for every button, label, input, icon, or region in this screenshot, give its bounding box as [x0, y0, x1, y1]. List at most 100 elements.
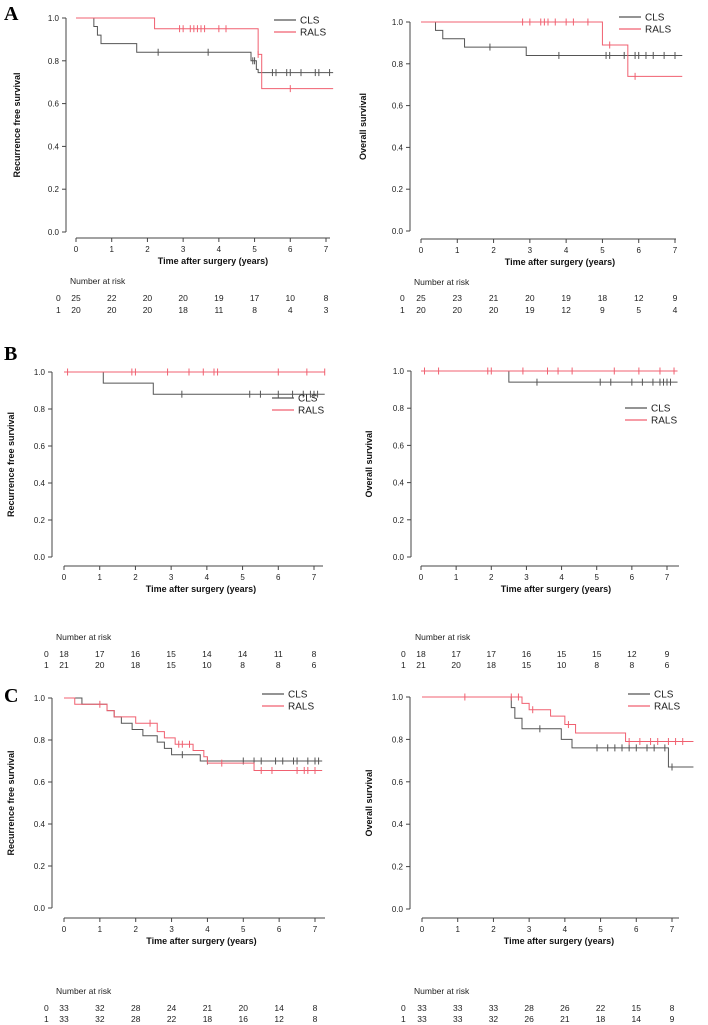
- risk-count: 17: [250, 293, 260, 303]
- x-tick-label: 5: [600, 246, 605, 255]
- risk-row-label: 1: [400, 305, 405, 315]
- risk-count: 18: [416, 649, 426, 659]
- risk-row-label: 1: [401, 1014, 406, 1024]
- legend-label-rals: RALS: [651, 416, 677, 427]
- risk-count: 6: [312, 660, 317, 670]
- risk-count: 16: [131, 649, 141, 659]
- curve-cls: [64, 697, 323, 762]
- curve-rals: [422, 696, 694, 743]
- risk-count: 14: [202, 649, 212, 659]
- x-tick-label: 4: [205, 925, 210, 934]
- x-tick-label: 7: [324, 245, 329, 254]
- panel-label-c: C: [4, 685, 18, 707]
- risk-count: 11: [274, 649, 283, 659]
- risk-count: 17: [487, 649, 497, 659]
- x-tick-label: 4: [205, 573, 210, 582]
- x-tick-label: 0: [74, 245, 79, 254]
- y-tick-label: 0.2: [392, 863, 404, 872]
- y-tick-label: 0.4: [48, 142, 60, 151]
- panel-label-a: A: [4, 3, 19, 25]
- y-tick-label: 0.0: [48, 228, 60, 237]
- risk-count: 22: [107, 293, 117, 303]
- x-tick-label: 2: [491, 246, 496, 255]
- x-tick-label: 7: [673, 246, 678, 255]
- risk-count: 33: [59, 1003, 69, 1013]
- y-tick-label: 0.2: [392, 185, 404, 194]
- risk-count: 18: [596, 1014, 606, 1024]
- x-tick-label: 5: [594, 573, 599, 582]
- risk-count: 8: [252, 305, 257, 315]
- x-tick-label: 0: [419, 573, 424, 582]
- legend-label-rals: RALS: [298, 406, 324, 417]
- risk-count: 16: [522, 649, 532, 659]
- risk-count: 32: [489, 1014, 499, 1024]
- risk-row-label: 0: [44, 649, 49, 659]
- risk-count: 9: [665, 649, 670, 659]
- risk-row-label: 0: [56, 293, 61, 303]
- risk-count: 12: [561, 305, 571, 315]
- risk-count: 28: [524, 1003, 534, 1013]
- number-at-risk-title: Number at risk: [56, 632, 112, 642]
- x-tick-label: 2: [145, 245, 150, 254]
- x-tick-label: 6: [636, 246, 641, 255]
- risk-count: 15: [592, 649, 602, 659]
- x-tick-label: 4: [564, 246, 569, 255]
- y-tick-label: 0.2: [34, 862, 46, 871]
- legend-label-rals: RALS: [654, 702, 680, 713]
- x-tick-label: 3: [181, 245, 186, 254]
- risk-count: 20: [416, 305, 426, 315]
- number-at-risk-title: Number at risk: [414, 277, 470, 287]
- legend-label-rals: RALS: [288, 702, 314, 713]
- risk-count: 18: [131, 660, 141, 670]
- x-tick-label: 5: [241, 925, 246, 934]
- risk-count: 4: [288, 305, 293, 315]
- risk-count: 11: [214, 305, 223, 315]
- risk-count: 25: [416, 293, 426, 303]
- risk-count: 18: [487, 660, 497, 670]
- number-at-risk-title: Number at risk: [70, 276, 126, 286]
- risk-count: 18: [59, 649, 69, 659]
- curve-cls: [421, 21, 683, 56]
- risk-count: 10: [557, 660, 567, 670]
- risk-count: 8: [313, 1003, 318, 1013]
- y-tick-label: 0.2: [393, 516, 405, 525]
- risk-count: 20: [451, 660, 461, 670]
- x-axis-label: Time after surgery (years): [504, 936, 614, 946]
- y-tick-label: 0.8: [48, 57, 60, 66]
- y-axis-label: Overall survival: [364, 430, 374, 497]
- risk-count: 19: [214, 293, 224, 303]
- y-tick-label: 1.0: [34, 368, 46, 377]
- risk-count: 21: [59, 660, 69, 670]
- x-tick-label: 6: [634, 925, 639, 934]
- x-tick-label: 6: [630, 573, 635, 582]
- y-tick-label: 1.0: [34, 694, 46, 703]
- y-tick-label: 0.4: [34, 820, 46, 829]
- y-tick-label: 0.8: [392, 60, 404, 69]
- risk-row-label: 0: [401, 1003, 406, 1013]
- x-tick-label: 2: [133, 573, 138, 582]
- x-tick-label: 3: [524, 573, 529, 582]
- x-tick-label: 3: [169, 573, 174, 582]
- risk-count: 21: [416, 660, 426, 670]
- y-tick-label: 0.8: [34, 405, 46, 414]
- x-axis-label: Time after surgery (years): [146, 936, 256, 946]
- number-at-risk-title: Number at risk: [414, 986, 470, 996]
- legend-label-cls: CLS: [300, 16, 320, 27]
- y-axis-label: Recurrence free survival: [6, 750, 16, 855]
- risk-count: 12: [274, 1014, 284, 1024]
- risk-count: 21: [203, 1003, 213, 1013]
- risk-count: 32: [95, 1003, 105, 1013]
- legend-label-cls: CLS: [651, 404, 671, 415]
- x-tick-label: 0: [62, 925, 67, 934]
- x-tick-label: 6: [276, 573, 281, 582]
- x-tick-label: 4: [559, 573, 564, 582]
- y-tick-label: 0.4: [34, 479, 46, 488]
- risk-count: 5: [636, 305, 641, 315]
